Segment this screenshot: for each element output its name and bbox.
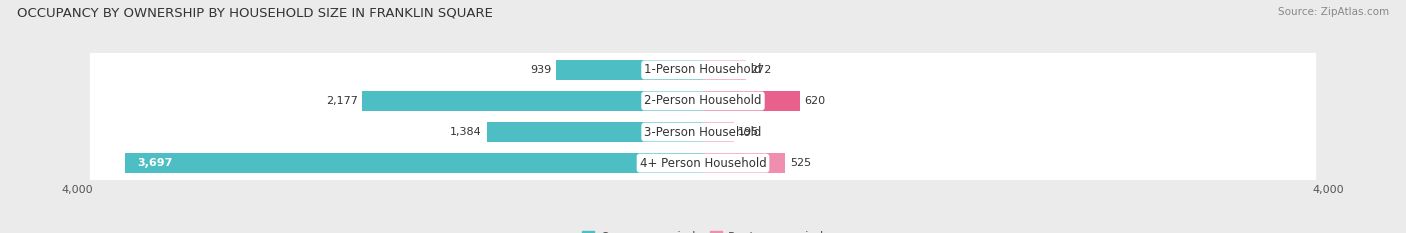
Legend: Owner-occupied, Renter-occupied: Owner-occupied, Renter-occupied bbox=[582, 231, 824, 233]
Bar bbox=[703, 91, 800, 111]
Bar bbox=[486, 122, 703, 142]
Text: 195: 195 bbox=[738, 127, 759, 137]
FancyBboxPatch shape bbox=[90, 115, 1316, 149]
Bar bbox=[703, 122, 734, 142]
Text: OCCUPANCY BY OWNERSHIP BY HOUSEHOLD SIZE IN FRANKLIN SQUARE: OCCUPANCY BY OWNERSHIP BY HOUSEHOLD SIZE… bbox=[17, 7, 492, 20]
FancyBboxPatch shape bbox=[90, 84, 1316, 118]
Text: 4+ Person Household: 4+ Person Household bbox=[640, 157, 766, 170]
Text: 1,384: 1,384 bbox=[450, 127, 482, 137]
FancyBboxPatch shape bbox=[90, 53, 1316, 87]
Bar bbox=[703, 154, 785, 173]
Text: 525: 525 bbox=[790, 158, 811, 168]
Bar bbox=[363, 91, 703, 111]
Text: 2,177: 2,177 bbox=[326, 96, 357, 106]
Text: 3,697: 3,697 bbox=[138, 158, 173, 168]
Text: 1-Person Household: 1-Person Household bbox=[644, 63, 762, 76]
Bar bbox=[557, 60, 703, 79]
Text: Source: ZipAtlas.com: Source: ZipAtlas.com bbox=[1278, 7, 1389, 17]
Text: 620: 620 bbox=[804, 96, 825, 106]
Text: 939: 939 bbox=[530, 65, 551, 75]
Text: 272: 272 bbox=[751, 65, 772, 75]
Bar bbox=[703, 60, 745, 79]
Text: 2-Person Household: 2-Person Household bbox=[644, 94, 762, 107]
Text: 3-Person Household: 3-Person Household bbox=[644, 126, 762, 139]
FancyBboxPatch shape bbox=[90, 146, 1316, 180]
Bar bbox=[125, 154, 703, 173]
